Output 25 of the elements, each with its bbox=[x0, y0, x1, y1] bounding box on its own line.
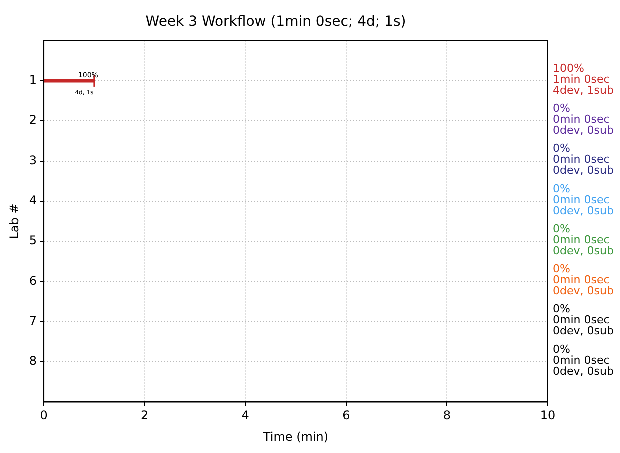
text: 0% 0min 0sec 0dev, 0sub bbox=[553, 182, 614, 218]
text: 0% 0min 0sec 0dev, 0sub bbox=[553, 142, 614, 178]
y-tick-label: 5 bbox=[29, 234, 38, 248]
y-tick-label: 1 bbox=[29, 73, 38, 88]
x-tick-label: 10 bbox=[540, 408, 556, 423]
text: 100% 1min 0sec 4dev, 1sub bbox=[553, 62, 614, 97]
y-tick-label: 6 bbox=[29, 274, 38, 288]
y-tick-label: 8 bbox=[29, 354, 38, 368]
text: 0% 0min 0sec 0dev, 0sub bbox=[553, 102, 614, 137]
x-tick-label: 0 bbox=[40, 408, 48, 423]
x-tick-label: 4 bbox=[242, 408, 250, 423]
x-tick-label: 6 bbox=[342, 408, 350, 423]
x-tick-label: 8 bbox=[443, 408, 452, 423]
text: 0% 0min 0sec 0dev, 0sub bbox=[553, 342, 614, 378]
text: 0% 0min 0sec 0dev, 0sub bbox=[553, 262, 614, 298]
y-axis-title: Lab # bbox=[7, 204, 22, 240]
text: 0% 0min 0sec 0dev, 0sub bbox=[553, 302, 614, 338]
text: 0% 0min 0sec 0dev, 0sub bbox=[553, 222, 614, 258]
y-tick-label: 3 bbox=[29, 153, 38, 168]
y-tick-label: 4 bbox=[29, 194, 38, 208]
x-tick-label: 2 bbox=[141, 408, 149, 423]
y-tick-label: 2 bbox=[29, 113, 38, 128]
x-axis-title: Time (min) bbox=[262, 430, 329, 444]
y-tick-label: 7 bbox=[29, 314, 38, 328]
chart-title: Week 3 Workflow (1min 0sec; 4d; 1s) bbox=[146, 14, 406, 30]
